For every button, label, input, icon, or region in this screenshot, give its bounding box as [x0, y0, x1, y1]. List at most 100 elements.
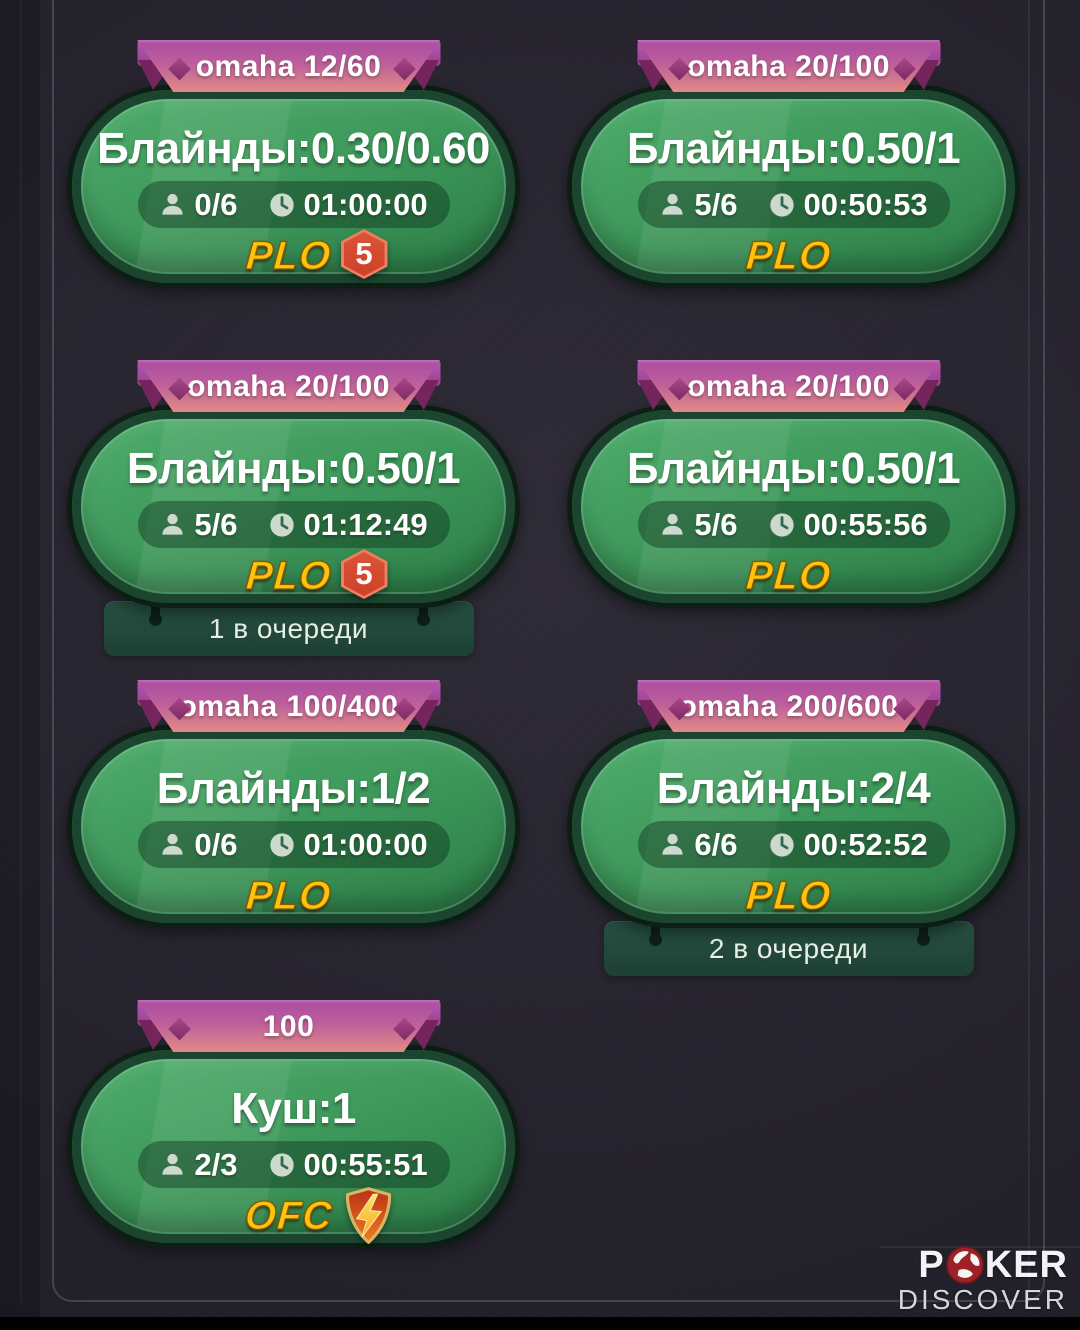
table-info-pill: 0/6 01:00:00: [137, 181, 450, 228]
table-title-ribbon: omaha 100/400: [137, 680, 440, 732]
game-type-row: PLO: [567, 233, 1010, 286]
blinds-label: Блайнды:0.50/1: [626, 124, 961, 173]
table-title: omaha 20/100: [687, 50, 890, 83]
seat-count: 0/6: [194, 826, 238, 862]
seats-info: 0/6: [159, 187, 238, 223]
player-icon: [662, 193, 684, 215]
pokerdiscover-watermark: P KER DISCOVER: [898, 1245, 1068, 1315]
background-left-strip: [0, 0, 40, 1330]
timer-info: 01:12:49: [268, 507, 428, 543]
timer-info: 00:52:52: [768, 827, 928, 863]
timer-value: 00:50:53: [803, 186, 928, 222]
clock-icon: [269, 512, 294, 537]
blinds-label: Блайнды:0.50/1: [626, 444, 961, 493]
queue-banner: 2 в очереди: [603, 921, 974, 976]
table-felt: Блайнды:0.50/1 5/6 00:55:56: [567, 405, 1020, 608]
poker-table-card[interactable]: omaha 12/60 Блайнды:0.30/0.60 0/6: [67, 38, 520, 358]
table-info-pill: 5/6 00:50:53: [637, 181, 950, 228]
timer-info: 00:55:56: [768, 507, 928, 543]
seats-info: 2/3: [159, 1146, 238, 1183]
clock-icon: [769, 192, 794, 217]
timer-value: 00:52:52: [803, 826, 928, 862]
timer-info: 00:50:53: [768, 187, 928, 223]
timer-info: 01:00:00: [268, 827, 428, 863]
level-badge-value: 5: [355, 236, 373, 271]
timer-value: 01:00:00: [303, 826, 428, 862]
table-info-pill: 0/6 01:00:00: [137, 821, 450, 868]
ribbon-front: 100: [137, 1000, 440, 1052]
globe-icon: [946, 1246, 984, 1284]
poker-table-card[interactable]: omaha 20/100 Блайнды:0.50/1 5/6: [567, 358, 1020, 678]
hexagon-fill: [343, 232, 385, 276]
clock-icon: [269, 192, 294, 217]
diamond-icon: [167, 1017, 191, 1041]
table-title-ribbon: omaha 20/100: [637, 40, 940, 92]
poker-table-card[interactable]: omaha 200/600 Блайнды:2/4 6/6: [567, 678, 1020, 998]
seat-count: 5/6: [694, 506, 738, 542]
game-type-row: PLO: [567, 873, 1010, 926]
game-type-row: PLO: [67, 873, 510, 926]
table-felt: Блайнды:1/2 0/6 01:00:00: [67, 725, 520, 928]
seats-info: 5/6: [159, 506, 238, 543]
poker-table-card[interactable]: omaha 20/100 Блайнды:0.50/1 5/6: [67, 358, 520, 678]
game-type-label: PLO: [244, 553, 334, 598]
clock-icon: [769, 512, 794, 537]
background-grid-line: [1028, 0, 1030, 1303]
seat-count: 5/6: [194, 506, 238, 542]
timer-info: 01:00:00: [268, 187, 428, 223]
timer-value: 01:12:49: [303, 506, 428, 542]
player-icon: [162, 833, 184, 855]
diamond-icon: [392, 1017, 416, 1041]
seats-info: 6/6: [659, 827, 738, 863]
seat-count: 5/6: [694, 186, 738, 222]
poker-table-card[interactable]: 100 Куш:1 2/3 00:: [67, 998, 520, 1318]
table-info-pill: 6/6 00:52:52: [637, 821, 950, 868]
table-title: omaha 20/100: [687, 370, 890, 403]
player-icon: [662, 833, 684, 855]
blinds-label: Блайнды:1/2: [156, 764, 431, 813]
brand-text-p: P: [918, 1244, 945, 1286]
blinds-label: Куш:1: [231, 1084, 356, 1133]
game-type-row: PLO 5: [67, 549, 510, 606]
game-type-label: PLO: [744, 233, 834, 278]
hexagon-level-badge: 5: [340, 229, 388, 279]
player-icon: [162, 513, 184, 535]
poker-table-card[interactable]: omaha 100/400 Блайнды:1/2 0/6: [67, 678, 520, 998]
diamond-icon: [167, 57, 191, 81]
diamond-icon: [392, 57, 416, 81]
ribbon-front: omaha 20/100: [137, 360, 440, 412]
timer-value: 00:55:56: [803, 506, 928, 542]
seats-info: 0/6: [159, 826, 238, 863]
table-info-pill: 5/6 01:12:49: [137, 501, 450, 548]
clock-icon: [269, 832, 294, 857]
game-type-label: OFC: [243, 1193, 335, 1238]
table-title-ribbon: omaha 20/100: [137, 360, 440, 412]
game-type-label: PLO: [744, 873, 834, 918]
poker-table-card[interactable]: omaha 20/100 Блайнды:0.50/1 5/6: [567, 38, 1020, 358]
table-title-ribbon: omaha 200/600: [637, 680, 940, 732]
table-felt: Блайнды:0.30/0.60 0/6 01:00:00: [67, 85, 520, 288]
clock-icon: [269, 1152, 294, 1177]
blinds-label: Блайнды:0.30/0.60: [97, 124, 490, 173]
seat-count: 2/3: [194, 1146, 238, 1182]
table-title-ribbon: 100: [137, 1000, 440, 1052]
game-type-label: PLO: [244, 233, 334, 278]
timer-value: 00:55:51: [303, 1146, 428, 1182]
ribbon-front: omaha 100/400: [137, 680, 440, 732]
diamond-icon: [892, 57, 916, 81]
ribbon-front: omaha 12/60: [137, 40, 440, 92]
game-type-row: OFC: [67, 1187, 510, 1246]
game-type-label: PLO: [244, 873, 334, 918]
table-title: omaha 20/100: [187, 370, 390, 403]
table-title: omaha 200/600: [678, 690, 899, 723]
ribbon-front: omaha 20/100: [637, 360, 940, 412]
timer-info: 00:55:51: [268, 1147, 428, 1183]
table-felt: Блайнды:0.50/1 5/6 00:50:53: [567, 85, 1020, 288]
player-icon: [162, 1153, 184, 1175]
table-title: omaha 12/60: [195, 50, 382, 83]
table-title-ribbon: omaha 12/60: [137, 40, 440, 92]
table-felt: Блайнды:2/4 6/6 00:52:52: [567, 725, 1020, 928]
table-info-pill: 2/3 00:55:51: [137, 1141, 450, 1188]
seats-info: 5/6: [659, 186, 738, 223]
